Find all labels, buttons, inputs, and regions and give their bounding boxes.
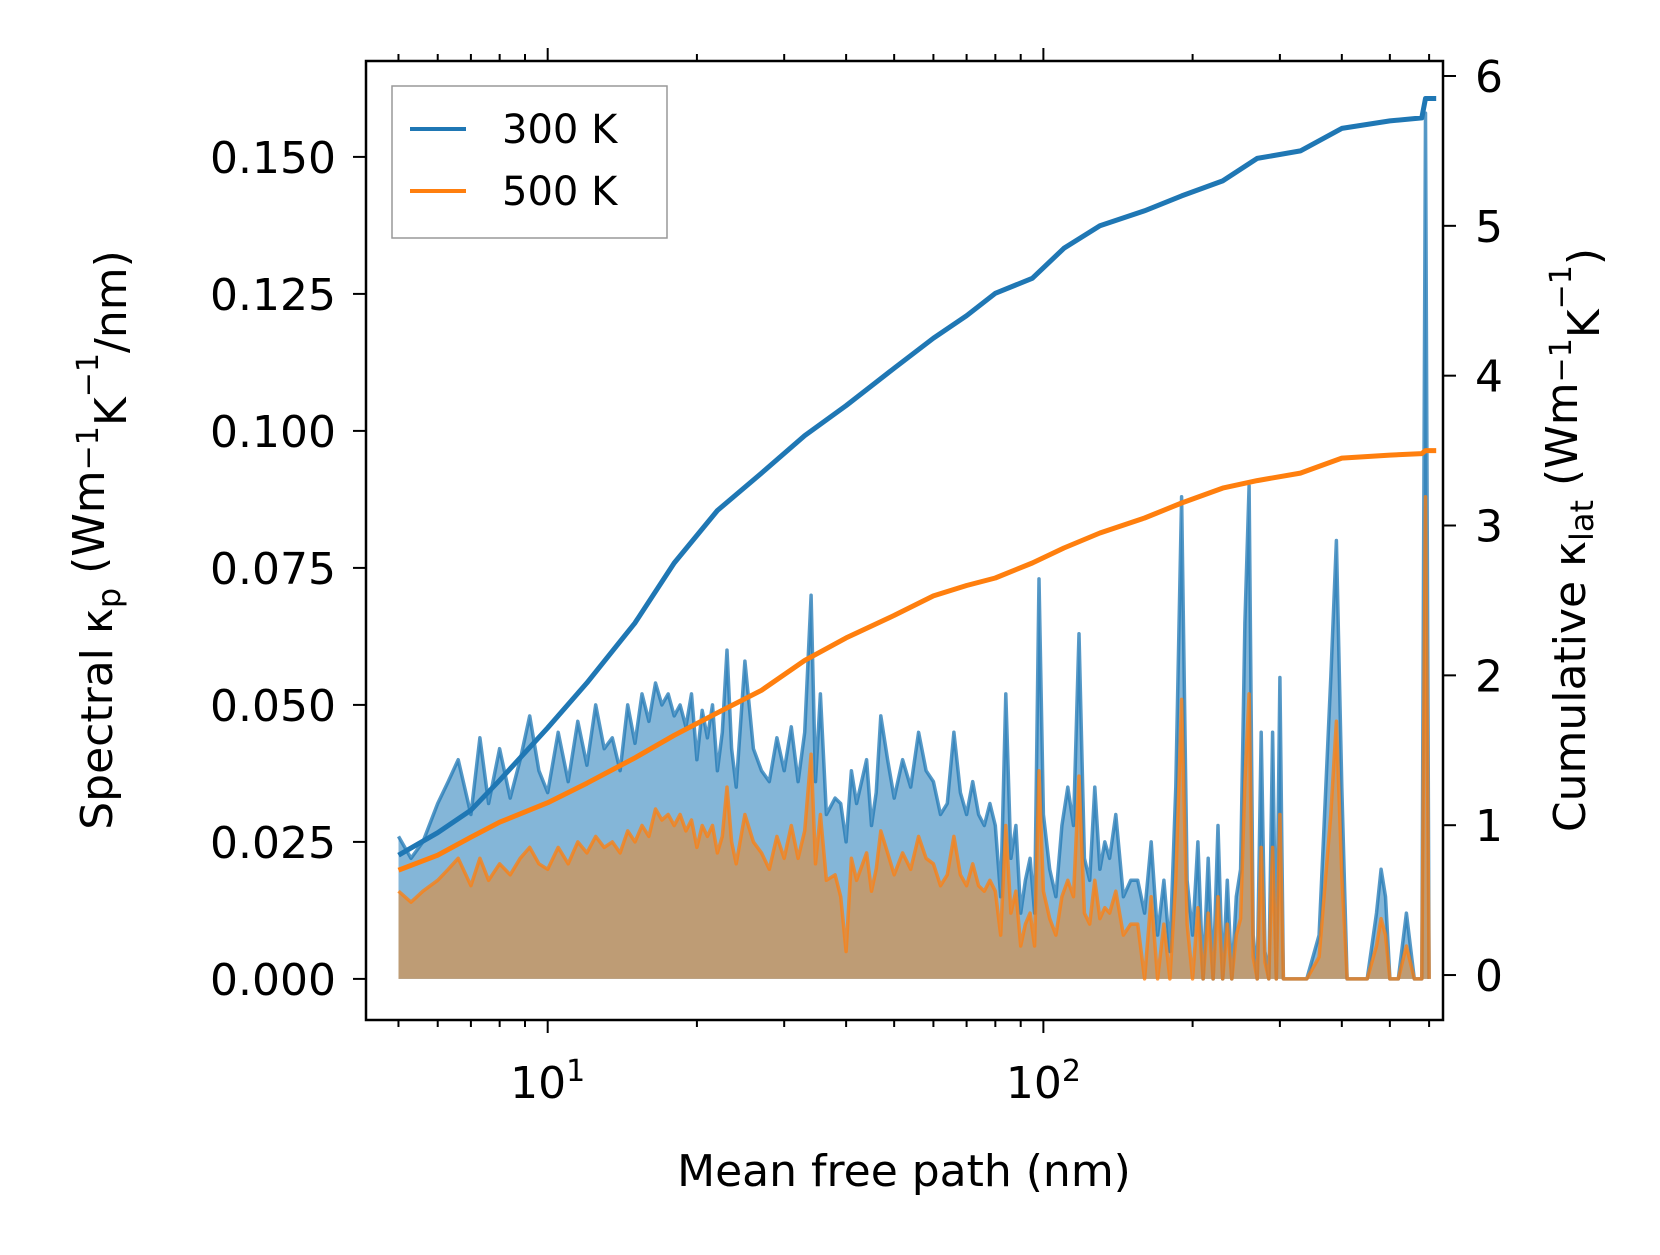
y-right-tick-label: 2	[1475, 651, 1503, 702]
left-y-title-main: Spectral κ	[72, 608, 123, 830]
cumulative-line-500k	[397, 448, 1437, 873]
y-left-tick-label: 0.075	[210, 544, 336, 595]
y-right-tick-label: 1	[1475, 801, 1503, 852]
spectral-line-300k	[396, 111, 1431, 981]
x-tick-label-base: 10	[510, 1058, 566, 1109]
legend-label-300k: 300 K	[502, 107, 619, 153]
right-y-title-tail: )	[1559, 248, 1610, 265]
left-y-title-unit: (Wm	[64, 470, 115, 588]
y-left-tick-label: 0.025	[210, 818, 336, 869]
y-right-tick-label: 5	[1475, 202, 1503, 253]
right-y-title-exp1: −1	[1544, 338, 1579, 382]
spectral-lines	[396, 111, 1431, 981]
right-y-title-unit2: K	[1559, 308, 1610, 338]
cumulative-line-300k	[397, 96, 1437, 858]
spectral-fill-300k	[398, 113, 1430, 979]
right-y-title-sub: lat	[1563, 500, 1601, 541]
legend: 300 K 500 K	[391, 85, 668, 239]
x-axis-title: Mean free path (nm)	[677, 1146, 1131, 1197]
x-tick-label-base: 10	[1006, 1058, 1062, 1109]
right-y-title-main: Cumulative κ	[1545, 541, 1596, 832]
left-y-title-tail: /nm)	[86, 250, 137, 353]
legend-label-500k: 500 K	[502, 169, 619, 215]
cumulative-lines	[397, 96, 1437, 873]
y-left-tick-label: 0.150	[210, 133, 336, 184]
left-y-title-exp2: −1	[71, 353, 106, 397]
y-left-tick-label: 0.050	[210, 681, 336, 732]
y-right-tick-label: 0	[1475, 951, 1503, 1002]
spectral-fill-500k	[398, 496, 1430, 979]
right-y-axis-title: Cumulative κlat (Wm−1K−1)	[1537, 248, 1610, 832]
spectral-fill-areas	[398, 113, 1430, 979]
plot-frame	[364, 59, 1445, 1022]
left-y-title-unit2: K	[86, 396, 137, 426]
y-left-tick-label: 0.100	[210, 407, 336, 458]
spectral-line-500k	[397, 494, 1431, 981]
left-y-title-exp1: −1	[71, 426, 106, 470]
right-y-title-unit: (Wm	[1537, 382, 1588, 500]
axis-ticks: 101 1020.0000.0250.0500.0750.1000.1250.15…	[210, 48, 1503, 1109]
y-right-tick-label: 6	[1475, 52, 1503, 103]
left-y-axis-title: Spectral κp (Wm−1K−1/nm)	[64, 250, 137, 830]
x-tick-label: 101	[510, 1054, 585, 1110]
y-left-tick-label: 0.125	[210, 270, 336, 321]
legend-box	[391, 85, 668, 239]
x-tick-label-exp: 2	[1062, 1054, 1081, 1089]
y-right-tick-label: 4	[1475, 352, 1503, 403]
y-left-tick-label: 0.000	[210, 955, 336, 1006]
y-right-tick-label: 3	[1475, 502, 1503, 553]
left-y-title-sub: p	[90, 588, 128, 608]
x-tick-label: 102	[1006, 1054, 1081, 1110]
x-tick-label-exp: 1	[566, 1054, 585, 1089]
right-y-title-exp2: −1	[1544, 265, 1579, 309]
